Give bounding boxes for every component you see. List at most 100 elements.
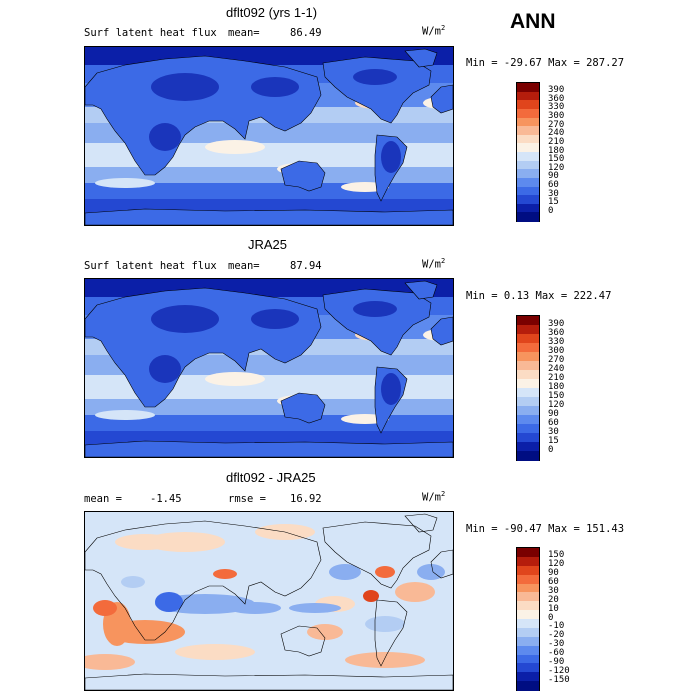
- colorbar-swatch: [517, 424, 539, 434]
- panel-1-min-max: Min = -29.67 Max = 287.27: [466, 57, 625, 69]
- anomaly-patch: [121, 576, 145, 588]
- panel-3-map-svg: [85, 512, 453, 690]
- landmass: [280, 160, 326, 192]
- colorbar-swatch: [517, 117, 539, 127]
- landmass: [404, 48, 438, 68]
- landmass: [430, 84, 453, 114]
- colorbar-level-label: 90: [548, 568, 559, 579]
- colorbar-swatch: [517, 627, 539, 638]
- anomaly-patch: [93, 600, 117, 616]
- colorbar-swatch: [517, 636, 539, 647]
- land-shade: [151, 305, 219, 333]
- colorbar-level-label: -120: [548, 665, 570, 676]
- colorbar-swatch: [517, 601, 539, 611]
- landmass: [85, 208, 453, 225]
- coastline: [430, 549, 453, 579]
- anomaly-patch: [329, 564, 361, 580]
- anomaly-patch: [375, 566, 395, 578]
- anomaly-patch: [345, 652, 425, 668]
- landmass: [404, 280, 438, 300]
- colorbar-swatch: [517, 325, 539, 335]
- panel-3-rmse-label: rmse =: [228, 493, 266, 505]
- colorbar-swatch: [517, 152, 539, 162]
- anomaly-patch: [155, 592, 183, 612]
- colorbar-level-label: 10: [548, 603, 559, 614]
- colorbar-swatch: [517, 334, 539, 344]
- colorbar-swatch: [517, 645, 539, 655]
- anomaly-patch: [85, 654, 135, 670]
- panel-2-min-max: Min = 0.13 Max = 222.47: [466, 290, 612, 302]
- season-label: ANN: [510, 10, 556, 33]
- ocean-band: [85, 399, 453, 415]
- colorbar-swatch: [517, 83, 539, 93]
- panel-3-units: W/m2: [422, 490, 446, 504]
- colorbar-swatch: [517, 663, 539, 673]
- ocean-band: [85, 167, 453, 183]
- panel-2-mean-label: mean=: [228, 260, 260, 272]
- land-shade: [149, 355, 181, 383]
- colorbar-swatch: [517, 556, 539, 567]
- coastline: [404, 513, 438, 533]
- panel-1-map-svg: [85, 47, 453, 225]
- colorbar-level-label: 30: [548, 426, 559, 437]
- colorbar-level-label: 360: [548, 93, 565, 104]
- colorbar-level-label: 330: [548, 336, 565, 347]
- coastline: [322, 521, 432, 589]
- colorbar-swatch: [517, 619, 539, 629]
- panel-1-mean-value: 86.49: [290, 27, 322, 39]
- colorbar-level-label: 15: [548, 435, 559, 446]
- colorbar-swatch: [517, 343, 539, 353]
- colorbar-level-label: 390: [548, 318, 565, 329]
- colorbar-box: [516, 315, 540, 461]
- colorbar-level-label: 15: [548, 197, 559, 208]
- colorbar-swatch: [517, 583, 539, 593]
- panel-3-mean-value: -1.45: [150, 493, 182, 505]
- colorbar-level-label: 0: [548, 205, 554, 216]
- colorbar-level-label: 390: [548, 85, 565, 96]
- colorbar-level-label: 150: [548, 550, 565, 561]
- panel-3-min-max: Min = -90.47 Max = 151.43: [466, 523, 625, 535]
- colorbar-swatch: [517, 397, 539, 407]
- colorbar-swatch: [517, 169, 539, 179]
- panel-2-map-svg: [85, 279, 453, 457]
- anomaly-patch: [115, 534, 175, 550]
- land-shade: [353, 69, 397, 85]
- colorbar-level-label: 30: [548, 585, 559, 596]
- panel-1-units: W/m2: [422, 24, 446, 38]
- land-shade: [353, 301, 397, 317]
- anomaly-patch: [395, 582, 435, 602]
- colorbar-level-label: 330: [548, 102, 565, 113]
- colorbar-swatch: [517, 186, 539, 196]
- colorbar-level-label: 120: [548, 162, 565, 173]
- panel-2-map: [84, 278, 454, 458]
- colorbar-level-label: 210: [548, 372, 565, 383]
- colorbar-level-label: 90: [548, 408, 559, 419]
- colorbar-swatch: [517, 352, 539, 362]
- colorbar-level-label: 120: [548, 559, 565, 570]
- coastline: [374, 599, 408, 667]
- anomaly-patch: [213, 569, 237, 579]
- coastline: [85, 673, 453, 690]
- colorbar-swatch: [517, 610, 539, 620]
- colorbar-swatch: [517, 388, 539, 398]
- colorbar-level-label: 240: [548, 128, 565, 139]
- panel-3-mean-label: mean =: [84, 493, 122, 505]
- flux-patch: [205, 140, 265, 154]
- colorbar-swatch: [517, 134, 539, 144]
- colorbar-swatch: [517, 654, 539, 664]
- colorbar-swatch: [517, 681, 539, 691]
- colorbar-level-label: -20: [548, 630, 565, 641]
- panel-3-map: [84, 511, 454, 691]
- colorbar-level-label: 180: [548, 145, 565, 156]
- colorbar-level-label: -10: [548, 621, 565, 632]
- colorbar-swatch: [517, 442, 539, 452]
- colorbar-level-label: -30: [548, 639, 565, 650]
- colorbar-level-label: 270: [548, 354, 565, 365]
- land-shade: [149, 123, 181, 151]
- colorbar-level-label: -150: [548, 674, 570, 685]
- land-shade: [251, 309, 299, 329]
- anomaly-patch: [289, 603, 341, 613]
- colorbar-level-label: 20: [548, 594, 559, 605]
- colorbar-swatch: [517, 160, 539, 170]
- colorbar-level-label: 30: [548, 188, 559, 199]
